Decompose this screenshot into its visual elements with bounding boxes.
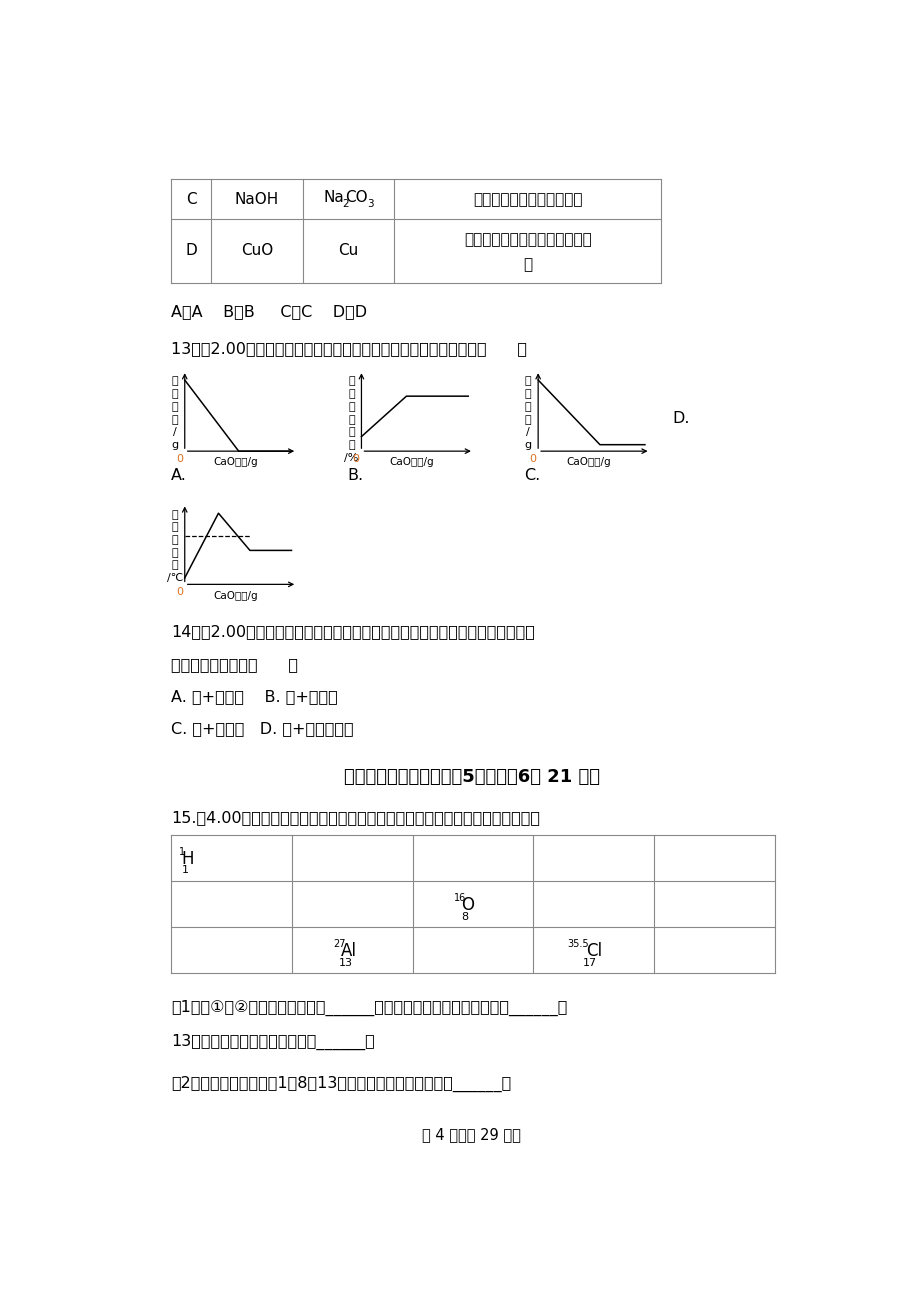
- Text: 的: 的: [524, 389, 531, 400]
- Text: 量: 量: [347, 414, 355, 424]
- Text: C.: C.: [524, 469, 539, 483]
- Text: 度: 度: [171, 560, 177, 570]
- Text: 35.5: 35.5: [567, 939, 588, 949]
- Text: 水: 水: [524, 376, 531, 387]
- Text: Cu: Cu: [338, 243, 358, 259]
- Text: 14．（2.00分）利用盐酸和硝酸銀探究鐵、铜、銀的金属活动顺序，下列实验可: 14．（2.00分）利用盐酸和硝酸銀探究鐵、铜、銀的金属活动顺序，下列实验可: [171, 625, 534, 639]
- Text: CuO: CuO: [241, 243, 273, 259]
- Text: 0: 0: [352, 454, 359, 465]
- Text: 溶: 溶: [347, 376, 355, 387]
- Text: C: C: [186, 191, 196, 207]
- Text: /: /: [526, 427, 529, 437]
- Text: 以不需要进行的是（      ）: 以不需要进行的是（ ）: [171, 656, 298, 672]
- Text: 1: 1: [178, 846, 185, 857]
- Text: 分: 分: [347, 427, 355, 437]
- Text: 质: 质: [171, 402, 177, 411]
- Text: 生: 生: [171, 509, 177, 519]
- Text: 物: 物: [171, 535, 177, 546]
- Text: 15.（4.00分）如图是部分元素的离子结构示意图和元素周期表的一部分。请回答: 15.（4.00分）如图是部分元素的离子结构示意图和元素周期表的一部分。请回答: [171, 810, 539, 825]
- Text: 质: 质: [347, 389, 355, 400]
- Text: CaO质量/g: CaO质量/g: [566, 457, 610, 467]
- Text: g: g: [524, 440, 531, 450]
- Text: A．A    B．B     C．C    D．D: A．A B．B C．C D．D: [171, 305, 367, 319]
- Text: A. 鐵+稀盐酸    B. 铜+稀盐酸: A. 鐵+稀盐酸 B. 铜+稀盐酸: [171, 689, 337, 704]
- Text: A.: A.: [171, 469, 187, 483]
- Text: 量: 量: [524, 414, 531, 424]
- Text: O: O: [460, 896, 473, 914]
- Text: 质: 质: [524, 402, 531, 411]
- Text: 第 4 页（共 29 页）: 第 4 页（共 29 页）: [422, 1126, 520, 1142]
- Text: CaO质量/g: CaO质量/g: [390, 457, 434, 467]
- Text: NaOH: NaOH: [234, 191, 278, 207]
- Text: 17: 17: [583, 958, 596, 967]
- Text: 0: 0: [176, 587, 183, 598]
- Text: 1: 1: [181, 866, 188, 875]
- Text: 0: 0: [176, 454, 183, 465]
- Text: Na: Na: [323, 190, 344, 204]
- Text: 13: 13: [338, 958, 353, 967]
- Text: 溶: 溶: [171, 376, 177, 387]
- Text: CaO质量/g: CaO质量/g: [213, 457, 257, 467]
- Text: CO: CO: [345, 190, 368, 204]
- Text: H: H: [181, 850, 194, 868]
- Text: 2: 2: [342, 199, 348, 210]
- Text: （2）由表中原子序数为1、8、13的元素组成物质的化学式为______。: （2）由表中原子序数为1、8、13的元素组成物质的化学式为______。: [171, 1075, 510, 1092]
- Text: g: g: [171, 440, 178, 450]
- Text: 量: 量: [171, 414, 177, 424]
- Text: D.: D.: [672, 411, 689, 426]
- Text: 3: 3: [367, 199, 373, 210]
- Text: C. 銀+稀盐酸   D. 铜+硝酸銀溢液: C. 銀+稀盐酸 D. 铜+硝酸銀溢液: [171, 721, 353, 737]
- Text: 质: 质: [347, 402, 355, 411]
- Text: Al: Al: [341, 943, 357, 961]
- Text: D: D: [185, 243, 197, 259]
- Text: 成: 成: [171, 522, 177, 533]
- Text: /%: /%: [344, 453, 358, 462]
- Text: 8: 8: [461, 911, 469, 922]
- Text: 滤: 滤: [523, 258, 532, 272]
- Text: 数: 数: [347, 440, 355, 450]
- Text: 加入稀盐酸至不再产生气泡: 加入稀盐酸至不再产生气泡: [472, 191, 582, 207]
- Text: 加足量稀盐酸，充分搅拌后再过: 加足量稀盐酸，充分搅拌后再过: [463, 232, 591, 247]
- Text: 二、填空题（本大题包括5小题，兲6共 21 分）: 二、填空题（本大题包括5小题，兲6共 21 分）: [343, 768, 599, 785]
- Text: /: /: [173, 427, 176, 437]
- Text: 温: 温: [171, 548, 177, 557]
- Text: Cl: Cl: [585, 943, 602, 961]
- Text: CaO质量/g: CaO质量/g: [213, 591, 257, 600]
- Text: 液: 液: [171, 389, 177, 400]
- Text: 13．（2.00分）向一定质量的水中加入生石灿，下列曲线错误的是（      ）: 13．（2.00分）向一定质量的水中加入生石灿，下列曲线错误的是（ ）: [171, 341, 527, 355]
- Text: （1）图①、②中属于阴离子的是______（填序号），该元素的质子数为______；: （1）图①、②中属于阴离子的是______（填序号），该元素的质子数为_____…: [171, 1000, 566, 1017]
- Text: 27: 27: [334, 939, 346, 949]
- Text: 13号元素原子的最外层电子数为______。: 13号元素原子的最外层电子数为______。: [171, 1034, 374, 1051]
- Text: B.: B.: [347, 469, 363, 483]
- Text: /℃: /℃: [166, 573, 183, 583]
- Text: 16: 16: [454, 893, 466, 904]
- Text: 0: 0: [528, 454, 536, 465]
